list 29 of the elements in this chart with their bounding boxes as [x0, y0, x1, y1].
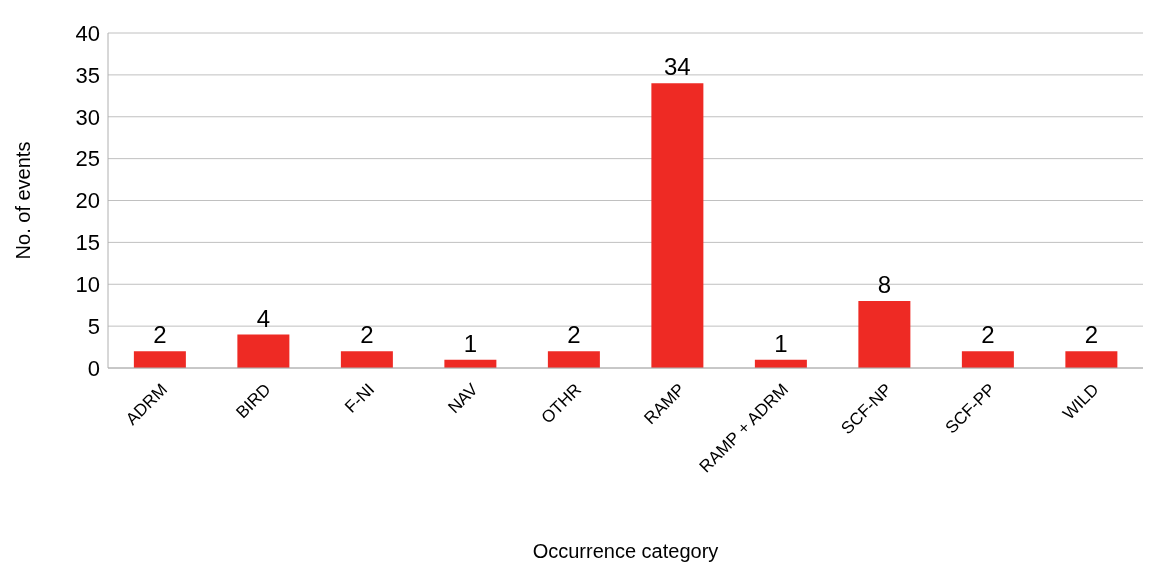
- data-label: 2: [981, 321, 995, 349]
- data-label: 1: [463, 329, 478, 357]
- data-label: 2: [1084, 321, 1099, 349]
- bar: [340, 351, 393, 368]
- bar: [547, 351, 600, 368]
- y-tick-label: 25: [75, 146, 100, 172]
- y-axis-title: No. of events: [12, 141, 35, 260]
- bar: [858, 301, 911, 368]
- data-label: 34: [664, 53, 691, 81]
- y-tick-label: 35: [75, 62, 100, 88]
- x-axis-title: Occurrence category: [532, 540, 719, 562]
- data-label: 8: [877, 271, 892, 298]
- y-tick-label: 30: [75, 104, 100, 130]
- bar: [133, 351, 186, 368]
- data-label: 2: [567, 321, 581, 349]
- bar: [651, 83, 704, 368]
- data-label: 4: [256, 304, 271, 332]
- y-tick-label: 5: [87, 313, 100, 339]
- bar: [1065, 351, 1118, 368]
- data-label: 2: [360, 321, 374, 349]
- y-tick-label: 10: [75, 272, 100, 298]
- y-tick-label: 20: [75, 188, 100, 214]
- bar: [237, 334, 290, 368]
- y-tick-label: 15: [75, 230, 100, 256]
- y-tick-label: 0: [87, 355, 100, 381]
- bar: [961, 351, 1014, 368]
- data-label: 2: [153, 321, 167, 349]
- y-tick-label: 40: [75, 20, 100, 46]
- data-label: 1: [774, 329, 788, 357]
